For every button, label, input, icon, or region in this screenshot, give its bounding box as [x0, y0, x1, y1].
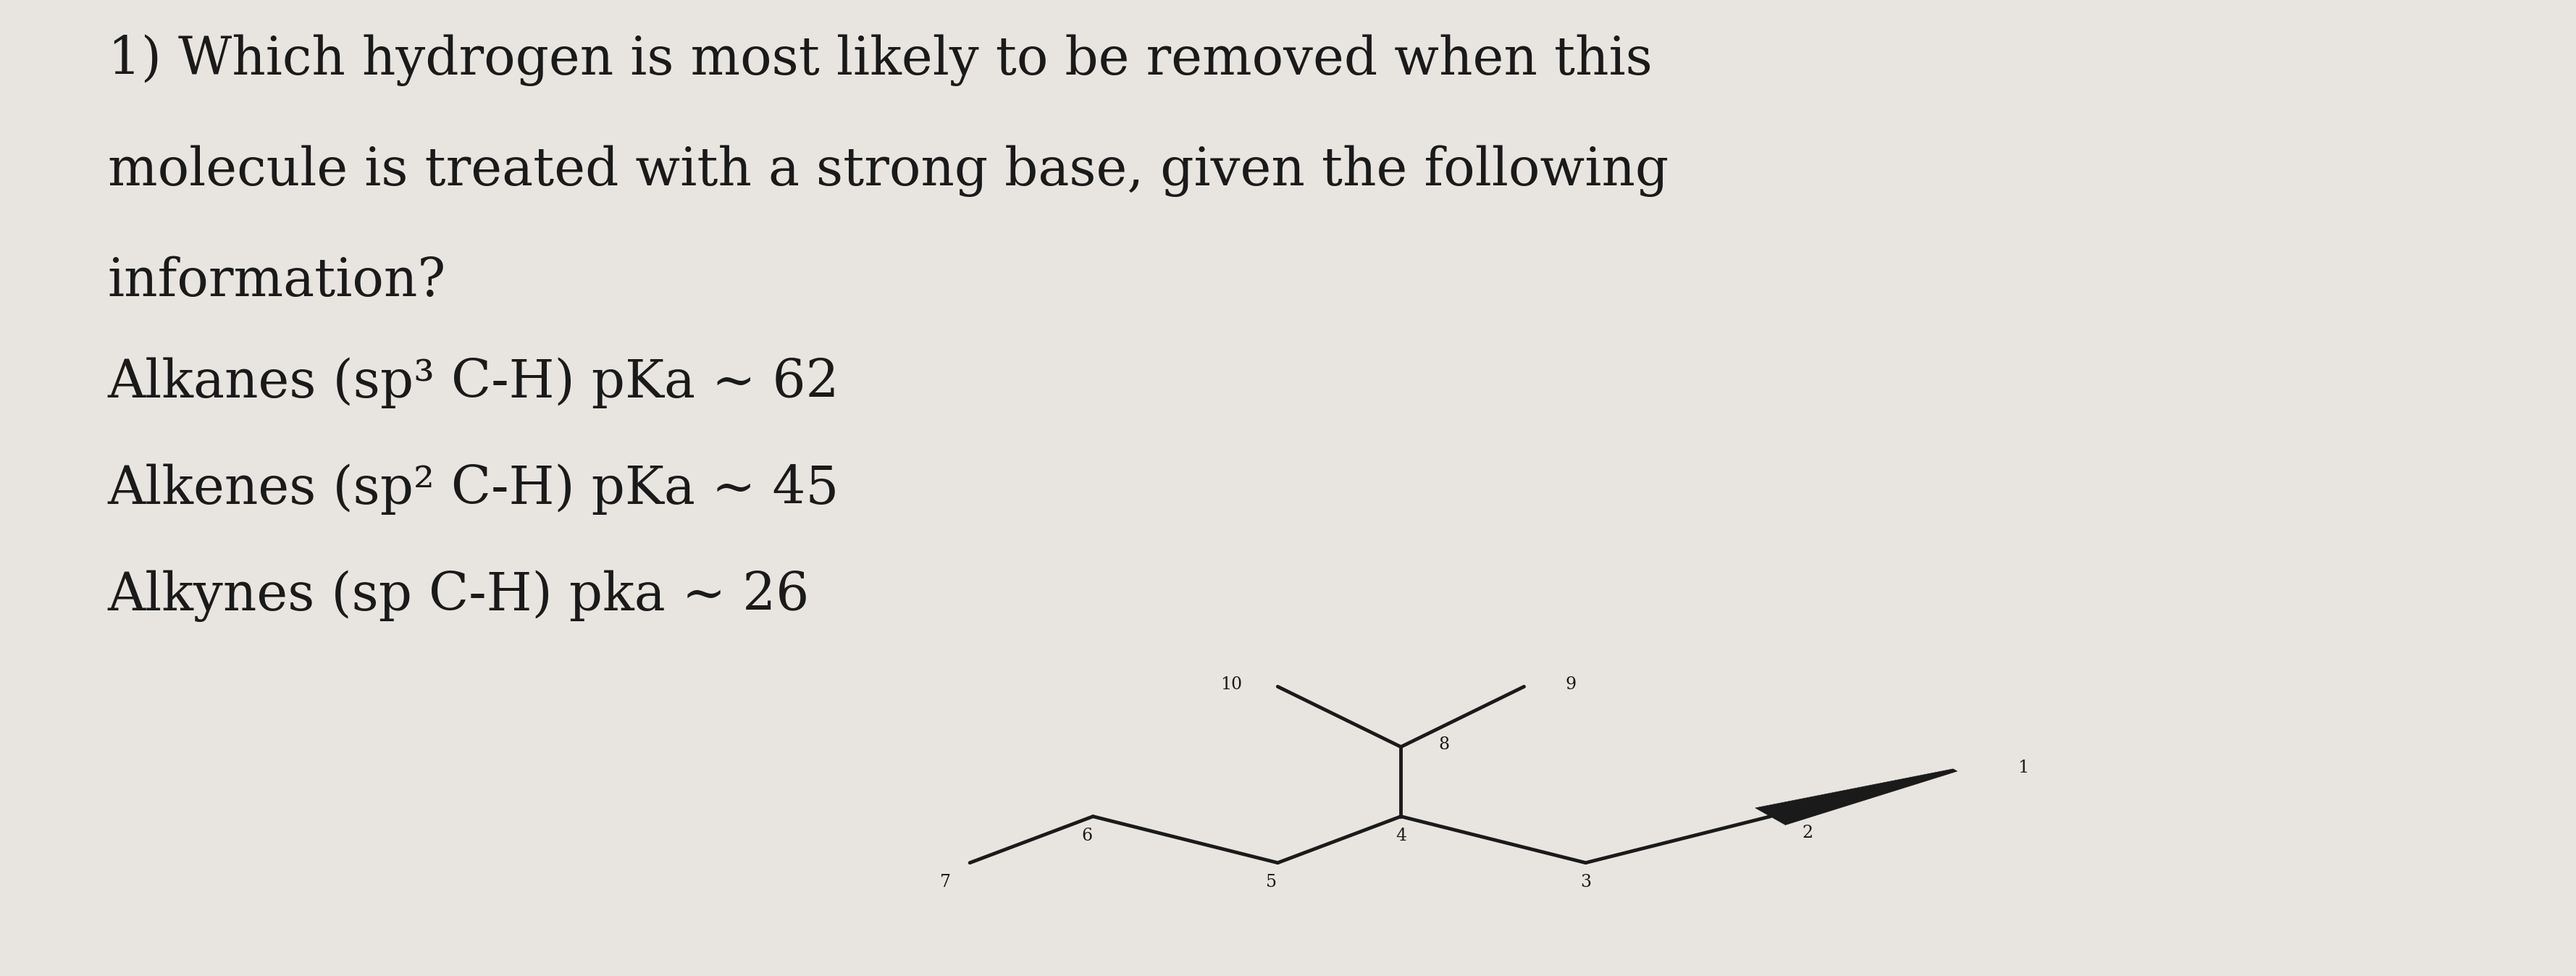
Text: information?: information?: [108, 256, 446, 307]
Text: 3: 3: [1579, 874, 1592, 890]
Text: Alkynes (sp C-H) pka ∼ 26: Alkynes (sp C-H) pka ∼ 26: [108, 570, 809, 622]
Text: 5: 5: [1267, 874, 1278, 890]
Text: Alkenes (sp² C-H) pKa ∼ 45: Alkenes (sp² C-H) pKa ∼ 45: [108, 464, 840, 515]
Text: 10: 10: [1221, 676, 1242, 693]
Text: 2: 2: [1801, 825, 1814, 841]
Text: 1) Which hydrogen is most likely to be removed when this: 1) Which hydrogen is most likely to be r…: [108, 34, 1651, 86]
Text: 1: 1: [2017, 759, 2027, 776]
Text: 9: 9: [1566, 676, 1577, 693]
Text: molecule is treated with a strong base, given the following: molecule is treated with a strong base, …: [108, 145, 1669, 197]
Text: 6: 6: [1082, 828, 1092, 844]
Polygon shape: [1754, 769, 1958, 825]
Text: 7: 7: [940, 874, 951, 890]
Text: Alkanes (sp³ C-H) pKa ∼ 62: Alkanes (sp³ C-H) pKa ∼ 62: [108, 357, 840, 409]
Text: 4: 4: [1396, 828, 1406, 844]
Text: 8: 8: [1437, 736, 1450, 752]
